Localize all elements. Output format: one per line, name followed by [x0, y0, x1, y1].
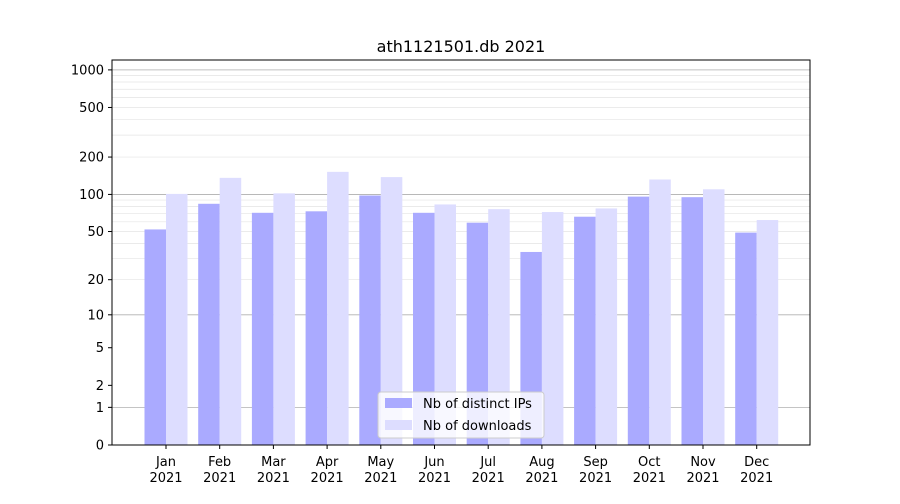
bar-distinct-ips: [681, 197, 703, 445]
bar-downloads: [649, 179, 671, 446]
y-tick-label: 1: [96, 401, 104, 416]
bar-downloads: [595, 208, 618, 445]
bar-downloads: [541, 212, 564, 445]
legend-label-downloads: Nb of downloads: [423, 419, 532, 434]
x-tick-label: 2021: [579, 471, 612, 486]
bar-distinct-ips: [359, 195, 381, 445]
x-tick-label: Oct: [638, 455, 660, 470]
chart-title: ath1121501.db 2021: [377, 37, 546, 56]
x-tick-label: 2021: [311, 471, 344, 486]
x-tick-label: 2021: [418, 471, 451, 486]
x-tick-label: 2021: [633, 471, 666, 486]
legend-label-distinct-ips: Nb of distinct IPs: [423, 397, 532, 412]
plot-frame: [111, 59, 811, 446]
bar-distinct-ips: [413, 212, 435, 445]
x-tick-label: 2021: [364, 471, 397, 486]
bar-distinct-ips: [574, 216, 596, 445]
x-tick-label: Dec: [744, 455, 769, 470]
y-tick-label: 2: [96, 379, 104, 394]
y-axis: 0 1 2 5 10 20 50 100 200 500 1000: [71, 63, 112, 454]
x-tick-label: 2021: [472, 471, 505, 486]
y-tick-label: 1000: [71, 63, 104, 78]
x-tick-label: Sep: [583, 455, 608, 470]
y-tick-label: 50: [87, 225, 104, 240]
x-tick-label: Nov: [690, 455, 716, 470]
y-tick-label: 5: [96, 341, 104, 356]
bar-distinct-ips: [627, 196, 650, 445]
bar-distinct-ips: [144, 229, 166, 445]
bar-downloads: [327, 171, 349, 445]
x-tick-label: 2021: [203, 471, 236, 486]
x-tick-label: Apr: [316, 455, 339, 470]
legend-frame: [377, 391, 545, 439]
bar-downloads: [219, 177, 242, 445]
x-tick-label: 2021: [149, 471, 182, 486]
bar-downloads: [756, 220, 779, 445]
x-tick-label: Jul: [479, 455, 496, 470]
x-tick-label: 2021: [525, 471, 558, 486]
x-tick-label: Jun: [423, 455, 444, 470]
x-tick-label: 2021: [740, 471, 773, 486]
legend-swatch-distinct-ips: [385, 398, 412, 408]
x-axis: Jan2021Feb2021Mar2021Apr2021May2021Jun20…: [149, 445, 773, 486]
legend-swatch-downloads: [385, 420, 412, 430]
bar-downloads: [380, 177, 403, 445]
bar-distinct-ips: [251, 212, 274, 445]
bars: [144, 171, 779, 446]
y-tick-label: 200: [79, 151, 104, 166]
y-tick-label: 10: [87, 308, 104, 323]
bar-distinct-ips: [305, 211, 328, 445]
bar-downloads: [166, 193, 188, 445]
x-tick-label: 2021: [686, 471, 719, 486]
x-tick-label: 2021: [257, 471, 290, 486]
y-tick-label: 0: [96, 439, 104, 454]
bar-downloads: [434, 204, 456, 445]
y-tick-label: 100: [79, 188, 104, 203]
x-tick-label: Jan: [155, 455, 176, 470]
legend: Nb of distinct IPs Nb of downloads: [377, 391, 545, 439]
y-tick-label: 20: [87, 273, 104, 288]
x-tick-label: Aug: [529, 455, 554, 470]
x-tick-label: May: [367, 455, 394, 470]
bar-distinct-ips: [735, 232, 757, 445]
y-tick-label: 500: [79, 101, 104, 116]
bar-downloads: [488, 209, 510, 445]
bar-downloads: [703, 189, 725, 445]
bar-distinct-ips: [198, 203, 220, 445]
bar-distinct-ips: [466, 222, 489, 445]
bar-downloads: [273, 193, 295, 445]
x-tick-label: Feb: [208, 455, 231, 470]
x-tick-label: Mar: [261, 455, 286, 470]
